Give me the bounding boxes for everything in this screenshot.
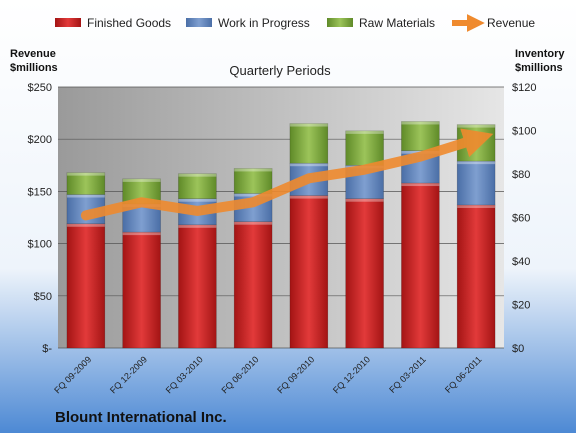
left-tick-label: $50	[34, 291, 52, 303]
legend-swatch-finished-goods	[55, 18, 81, 27]
bar-highlight-raw-materials-5	[289, 123, 328, 127]
left-axis-title-line2: $millions	[10, 62, 58, 74]
right-tick-label: $120	[512, 82, 536, 94]
bar-highlight-raw-materials-8	[457, 124, 496, 128]
bar-highlight-raw-materials-1	[66, 172, 105, 176]
bar-highlight-finished-goods-1	[66, 223, 105, 227]
bar-highlight-raw-materials-3	[178, 173, 217, 177]
bar-finished-goods-2	[122, 231, 161, 349]
legend-label-raw-materials: Raw Materials	[359, 16, 435, 30]
left-tick-label: $100	[28, 239, 52, 251]
legend-item-finished-goods: Finished Goods	[55, 16, 171, 30]
revenue-line	[80, 128, 494, 221]
bar-finished-goods-3	[178, 224, 217, 349]
right-tick-label: $100	[512, 126, 536, 138]
right-tick-label: $80	[512, 169, 530, 181]
legend-label-work-in-progress: Work in Progress	[218, 16, 310, 30]
footer-company-name: Blount International Inc.	[55, 409, 227, 426]
legend-label-revenue: Revenue	[487, 16, 535, 30]
left-axis-title-line1: Revenue	[10, 48, 56, 60]
bar-raw-materials-7	[401, 121, 440, 151]
legend-swatch-work-in-progress	[186, 18, 212, 27]
right-tick-label: $0	[512, 343, 524, 355]
bar-highlight-finished-goods-8	[457, 204, 496, 208]
legend: Finished Goods Work in Progress Raw Mate…	[55, 14, 535, 32]
legend-item-work-in-progress: Work in Progress	[186, 16, 310, 30]
left-axis-ticks: $- $50 $100 $150 $200 $250	[28, 82, 53, 355]
bar-raw-materials-6	[345, 130, 384, 166]
bar-highlight-finished-goods-4	[234, 221, 273, 225]
left-tick-label: $250	[28, 82, 52, 94]
bar-highlight-work-in-progress-8	[457, 161, 496, 165]
legend-swatch-raw-materials	[327, 18, 353, 27]
bar-highlight-raw-materials-7	[401, 121, 440, 125]
bar-finished-goods-6	[345, 198, 384, 349]
bar-highlight-finished-goods-2	[122, 232, 161, 236]
bar-highlight-finished-goods-3	[178, 224, 217, 228]
legend-label-finished-goods: Finished Goods	[87, 16, 171, 30]
bar-highlight-work-in-progress-1	[66, 194, 105, 198]
bar-highlight-work-in-progress-3	[178, 198, 217, 202]
bar-highlight-work-in-progress-4	[234, 193, 273, 197]
bar-finished-goods-1	[66, 223, 106, 349]
bar-work-in-progress-8	[456, 160, 496, 206]
right-axis-ticks: $0 $20 $40 $60 $80 $100 $120	[512, 82, 536, 355]
bar-highlight-finished-goods-7	[401, 183, 440, 187]
bar-highlight-raw-materials-4	[234, 168, 273, 172]
bar-finished-goods-8	[456, 204, 496, 349]
bar-raw-materials-4	[233, 168, 273, 194]
legend-item-raw-materials: Raw Materials	[327, 16, 435, 30]
chart-subtitle: Quarterly Periods	[229, 63, 331, 78]
bar-highlight-finished-goods-6	[345, 198, 384, 202]
bar-finished-goods-5	[289, 195, 329, 349]
right-tick-label: $40	[512, 256, 530, 268]
bar-highlight-finished-goods-5	[289, 195, 328, 199]
bar-finished-goods-4	[233, 221, 273, 349]
left-tick-label: $200	[28, 134, 52, 146]
bar-highlight-work-in-progress-5	[289, 163, 328, 167]
right-tick-label: $20	[512, 300, 530, 312]
left-tick-label: $150	[28, 186, 52, 198]
bar-finished-goods-7	[401, 182, 440, 349]
bar-highlight-raw-materials-2	[122, 178, 161, 182]
bar-raw-materials-3	[178, 173, 217, 200]
revenue-line-group	[80, 128, 494, 221]
bar-raw-materials-1	[66, 172, 106, 195]
right-tick-label: $60	[512, 213, 530, 225]
bar-raw-materials-5	[289, 123, 329, 164]
legend-item-revenue: Revenue	[452, 14, 535, 32]
left-tick-label: $-	[42, 343, 52, 355]
right-axis-title-line1: Inventory	[515, 48, 565, 60]
right-axis-title-line2: $millions	[515, 62, 563, 74]
bar-highlight-raw-materials-6	[345, 130, 384, 134]
